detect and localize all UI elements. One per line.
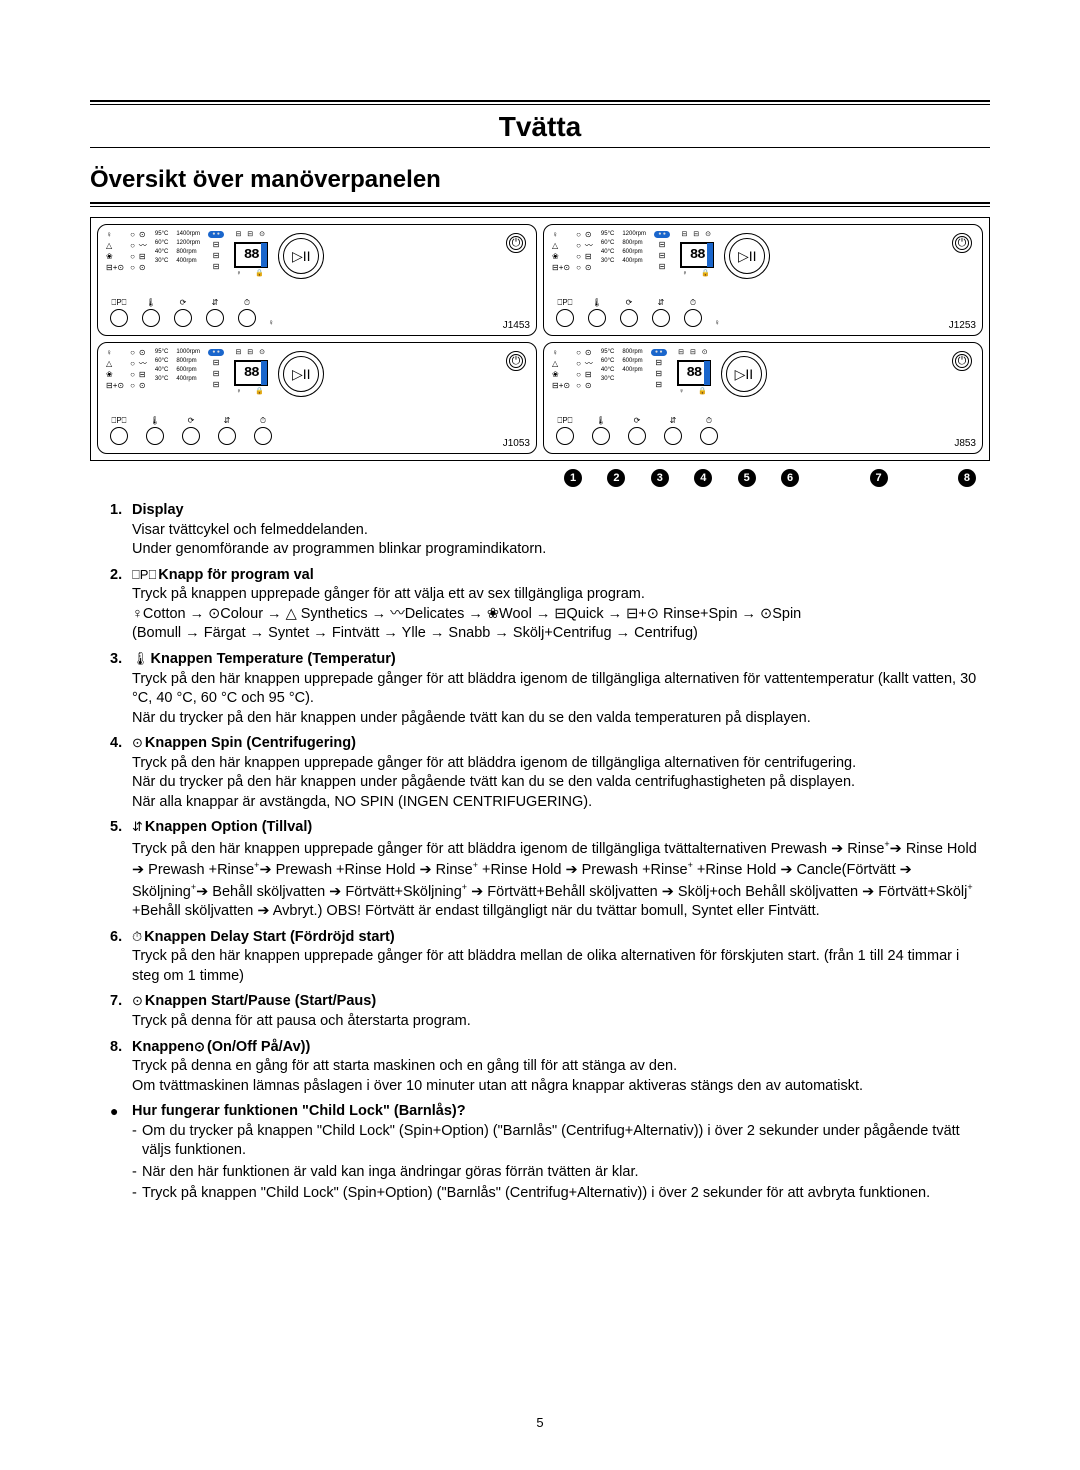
callout-7: 7 xyxy=(870,469,888,487)
panel-model-label: J853 xyxy=(954,439,976,449)
display-readout: 88 xyxy=(234,242,268,268)
list-item: 6.⏱Knappen Delay Start (Fördröjd start)T… xyxy=(110,928,990,987)
panel-button-4: ⇵ xyxy=(664,417,682,445)
panel-button-1: ⎕P⎕ xyxy=(556,417,574,445)
control-panel-J1253: ♀△❀⊟+⊙ ○○○○ ⊙〰⊟⊙ 95°C60°C40°C30°C 1200rp… xyxy=(543,224,983,336)
display-readout: 88 xyxy=(234,360,268,386)
panel-button-3: ⟳ xyxy=(182,417,200,445)
panel-model-label: J1453 xyxy=(503,321,530,331)
panel-button-5: ⏱ xyxy=(684,299,702,327)
display-readout: 88 xyxy=(680,242,714,268)
list-item: 5.⇵Knappen Option (Tillval)Tryck på den … xyxy=(110,818,990,921)
callout-5: 5 xyxy=(738,469,756,487)
list-item: 7.⊙Knappen Start/Pause (Start/Paus)Tryck… xyxy=(110,992,990,1031)
list-item: 4.⊙Knappen Spin (Centrifugering)Tryck på… xyxy=(110,734,990,812)
rule-section xyxy=(90,202,990,207)
callout-row: 1 2 3 4 5 6 7 8 xyxy=(550,469,990,487)
panel-button-3: ⟳ xyxy=(620,299,638,327)
panel-button-5: ⏱ xyxy=(254,417,272,445)
chapter-title: Tvätta xyxy=(90,111,990,148)
callout-6: 6 xyxy=(781,469,799,487)
start-dial: ▷II xyxy=(278,351,324,397)
panel-button-2: 🌡 xyxy=(146,417,164,445)
panel-button-2: 🌡 xyxy=(592,417,610,445)
control-panel-J1453: ♀△❀⊟+⊙ ○○○○ ⊙〰⊟⊙ 95°C60°C40°C30°C 1400rp… xyxy=(97,224,537,336)
panels-figure: ♀△❀⊟+⊙ ○○○○ ⊙〰⊟⊙ 95°C60°C40°C30°C 1400rp… xyxy=(90,217,990,461)
power-button: ⏻ xyxy=(952,233,972,253)
display-readout: 88 xyxy=(677,360,711,386)
child-lock-point: När den här funktionen är vald kan inga … xyxy=(132,1163,990,1183)
panel-button-5: ⏱ xyxy=(238,299,256,327)
page-number: 5 xyxy=(0,1415,1080,1430)
panel-button-2: 🌡 xyxy=(142,299,160,327)
child-lock-title: Hur fungerar funktionen "Child Lock" (Ba… xyxy=(110,1102,990,1122)
child-lock-pill: ● ● xyxy=(208,349,224,356)
panel-button-3: ⟳ xyxy=(628,417,646,445)
panel-button-4: ⇵ xyxy=(218,417,236,445)
child-lock-pill: ● ● xyxy=(208,231,224,238)
child-lock-pill: ● ● xyxy=(654,231,670,238)
rule-top xyxy=(90,100,990,105)
item-list: 1.DisplayVisar tvättcykel och felmeddela… xyxy=(90,501,990,1096)
start-dial: ▷II xyxy=(724,233,770,279)
control-panel-J1053: ♀△❀⊟+⊙ ○○○○ ⊙〰⊟⊙ 95°C60°C40°C30°C 1000rp… xyxy=(97,342,537,454)
list-item: 2.⎕P⎕Knapp för program valTryck på knapp… xyxy=(110,566,990,644)
callout-1: 1 xyxy=(564,469,582,487)
callout-2: 2 xyxy=(607,469,625,487)
start-dial: ▷II xyxy=(278,233,324,279)
power-button: ⏻ xyxy=(506,351,526,371)
callout-8: 8 xyxy=(958,469,976,487)
panel-button-4: ⇵ xyxy=(652,299,670,327)
list-item: 3.🌡Knappen Temperature (Temperatur)Tryck… xyxy=(110,650,990,728)
control-panel-J853: ♀△❀⊟+⊙ ○○○○ ⊙〰⊟⊙ 95°C60°C40°C30°C 800rpm… xyxy=(543,342,983,454)
panel-button-1: ⎕P⎕ xyxy=(556,299,574,327)
panel-button-5: ⏱ xyxy=(700,417,718,445)
start-dial: ▷II xyxy=(721,351,767,397)
child-lock-point: Om du trycker på knappen "Child Lock" (S… xyxy=(132,1122,990,1161)
panel-button-3: ⟳ xyxy=(174,299,192,327)
callout-4: 4 xyxy=(694,469,712,487)
child-lock-point: Tryck på knappen "Child Lock" (Spin+Opti… xyxy=(132,1184,990,1204)
child-lock-section: Hur fungerar funktionen "Child Lock" (Ba… xyxy=(90,1102,990,1204)
panel-model-label: J1253 xyxy=(949,321,976,331)
panel-button-2: 🌡 xyxy=(588,299,606,327)
callout-3: 3 xyxy=(651,469,669,487)
child-lock-pill: ● ● xyxy=(651,349,667,356)
panel-model-label: J1053 xyxy=(503,439,530,449)
list-item: 1.DisplayVisar tvättcykel och felmeddela… xyxy=(110,501,990,560)
panel-button-4: ⇵ xyxy=(206,299,224,327)
panel-button-1: ⎕P⎕ xyxy=(110,417,128,445)
list-item: 8.Knappen⊙(On/Off På/Av))Tryck på denna … xyxy=(110,1038,990,1097)
power-button: ⏻ xyxy=(952,351,972,371)
panel-button-1: ⎕P⎕ xyxy=(110,299,128,327)
power-button: ⏻ xyxy=(506,233,526,253)
section-title: Översikt över manöverpanelen xyxy=(90,166,990,194)
